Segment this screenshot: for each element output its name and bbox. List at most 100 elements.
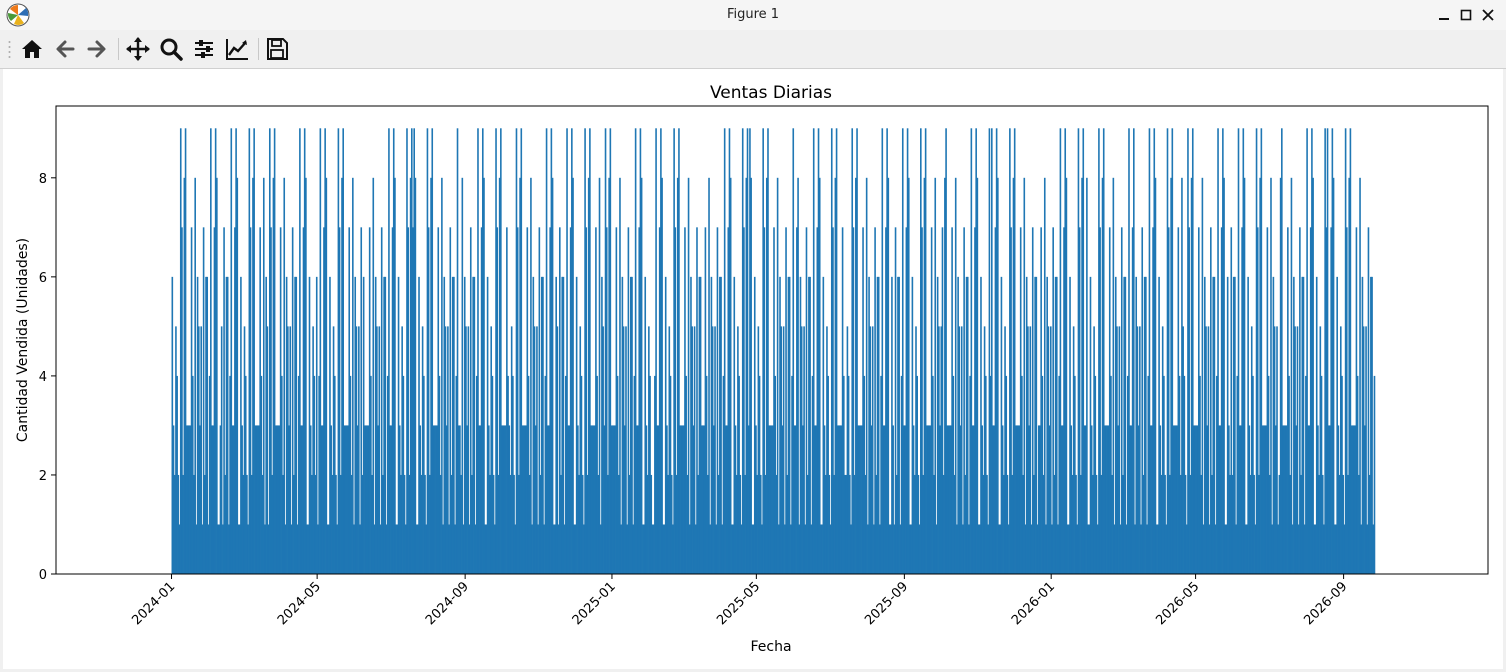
bar (1145, 276, 1147, 574)
bar (585, 227, 588, 574)
bar (750, 177, 752, 574)
bar (634, 128, 637, 574)
home-button[interactable] (18, 35, 46, 63)
bar (290, 524, 293, 574)
bar (551, 177, 554, 574)
bar (733, 276, 736, 574)
bar (1157, 524, 1159, 574)
bar (1141, 227, 1144, 574)
save-button[interactable] (263, 35, 291, 63)
bar (781, 425, 784, 574)
bar (432, 425, 435, 574)
bar (621, 276, 624, 574)
y-tick-label: 0 (39, 568, 47, 583)
bar (1060, 425, 1063, 574)
bar (267, 524, 270, 574)
bar (904, 425, 906, 574)
bar (212, 425, 215, 574)
forward-button[interactable] (83, 35, 111, 63)
close-icon[interactable] (1478, 5, 1498, 25)
bar (1216, 375, 1218, 574)
bar (989, 375, 992, 574)
bar (847, 375, 850, 574)
bar (802, 425, 804, 574)
bar (957, 276, 959, 574)
bar (667, 474, 669, 574)
bar (380, 227, 383, 574)
bar (1051, 524, 1053, 574)
bar (628, 474, 631, 574)
bar (776, 177, 779, 574)
bar (536, 326, 538, 574)
bar (619, 177, 621, 574)
bar (181, 227, 183, 574)
bar (1235, 524, 1237, 574)
bar (1305, 375, 1307, 574)
bar (1110, 375, 1112, 574)
bar (679, 425, 681, 574)
bar (307, 524, 310, 574)
bar (1059, 128, 1062, 574)
bar (1049, 326, 1052, 574)
pan-button[interactable] (124, 35, 152, 63)
bar (1208, 524, 1211, 574)
bar (569, 227, 572, 574)
figure-canvas[interactable]: 0 2 4 6 8 2024-01 2024-05 2024-09 2025-01 2025-0… (3, 69, 1503, 669)
bar (650, 474, 653, 574)
bar (746, 128, 749, 574)
toolbar (0, 30, 1506, 69)
bar (661, 177, 663, 574)
bar (415, 524, 418, 574)
bar (289, 326, 292, 574)
back-button[interactable] (51, 35, 79, 63)
bar (622, 326, 625, 574)
bar (722, 375, 725, 574)
bar (562, 276, 565, 574)
bar (858, 425, 861, 574)
maximize-icon[interactable] (1456, 5, 1476, 25)
bar (859, 425, 862, 574)
bar (1106, 425, 1109, 574)
bar (1205, 326, 1207, 574)
bar (477, 128, 479, 574)
bar (1163, 375, 1165, 574)
bar (637, 425, 639, 574)
bar (548, 425, 550, 574)
bar (997, 177, 999, 574)
bar (1176, 425, 1178, 574)
bar (187, 425, 189, 574)
bar (865, 177, 868, 574)
bar (1155, 524, 1158, 574)
bar (974, 227, 976, 574)
configure-subplots-button[interactable] (190, 35, 218, 63)
bar (678, 128, 680, 574)
bar (916, 375, 918, 574)
bar (339, 474, 342, 574)
bar (1303, 524, 1306, 574)
bar (326, 524, 329, 574)
bar (1036, 524, 1039, 574)
bar (968, 524, 970, 574)
bar (262, 177, 265, 574)
bar (1253, 474, 1255, 574)
bar (794, 425, 797, 574)
bar (566, 128, 568, 574)
matplotlib-logo-icon[interactable] (6, 3, 30, 27)
bar (971, 425, 974, 574)
bar (1130, 425, 1133, 574)
bar (1101, 177, 1104, 574)
bar (796, 227, 798, 574)
bar (347, 425, 349, 574)
bar (1333, 524, 1336, 574)
bar (287, 326, 289, 574)
zoom-button[interactable] (157, 35, 185, 63)
bar (1081, 177, 1083, 574)
edit-axes-button[interactable] (223, 35, 251, 63)
bar (1335, 524, 1337, 574)
bar (462, 524, 465, 574)
bar (922, 474, 925, 574)
minimize-icon[interactable] (1434, 5, 1454, 25)
bar (1136, 326, 1139, 574)
bar (948, 425, 951, 574)
bar (1206, 425, 1209, 574)
